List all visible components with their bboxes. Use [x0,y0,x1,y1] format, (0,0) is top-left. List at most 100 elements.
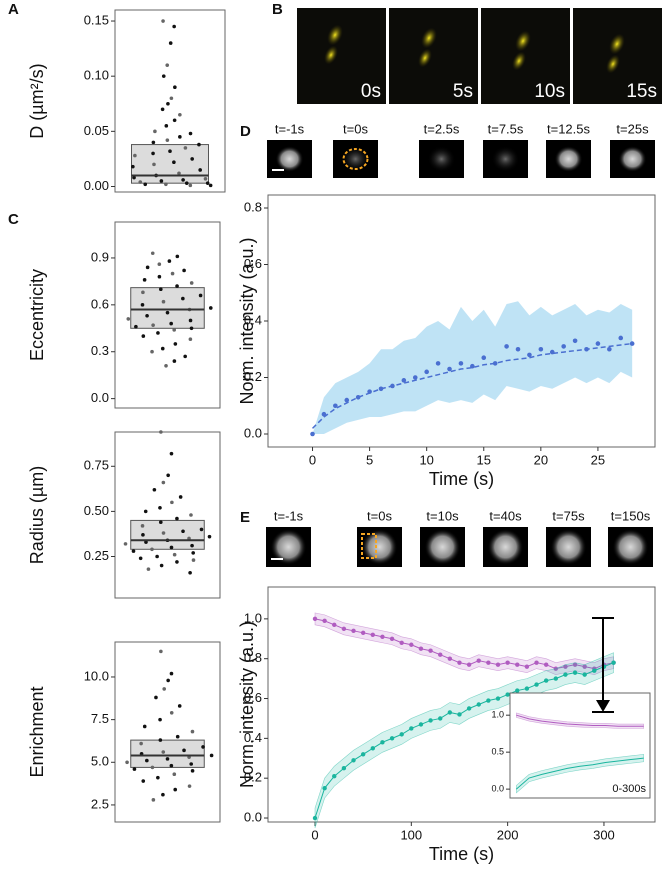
data-point [189,326,194,331]
y-tick-label: 0.9 [91,249,109,264]
data-point [166,678,170,683]
y-tick-label: 10.0 [84,668,109,683]
data-point [165,138,170,142]
data-point [150,349,154,354]
data-point [370,746,375,751]
data-point [177,704,182,708]
data-point [161,480,166,485]
data-point [132,767,137,771]
data-point [543,662,549,667]
data-point [175,284,179,288]
data-point [447,656,453,661]
data-point [549,349,555,355]
data-point [572,662,578,667]
data-point [370,632,375,637]
data-point [524,686,530,691]
spot [609,33,625,55]
y-tick-label: 0.5 [491,747,504,757]
data-point [150,765,155,770]
panel-label: E [240,509,250,526]
plot-frame [114,641,221,823]
data-point [159,563,164,568]
y-tick-label: 0.8 [244,650,262,665]
data-point [563,672,568,677]
y-tick-label: 0.6 [244,256,262,271]
time-label: t=0s [367,508,392,523]
data-point [447,366,452,372]
data-point [170,500,174,505]
data-point [310,431,315,437]
data-point [184,181,189,185]
data-point [158,738,163,742]
data-point [178,135,182,139]
box [130,287,205,329]
cell [618,146,647,172]
data-point [173,85,177,90]
data-point [367,389,372,394]
data-point [205,181,210,185]
y-axis-label: Eccentricity [27,269,47,361]
time-label: t=-1s [275,121,305,136]
image-frame [389,8,478,104]
y-tick-label: 0.8 [244,199,262,214]
data-point [172,359,177,363]
data-point [188,318,193,323]
data-point [146,567,151,571]
x-axis-label: Time (s) [429,469,494,489]
panel-label: D [240,123,251,140]
time-label: 0s [361,81,381,102]
x-tick-label: 0 [309,452,316,467]
data-point [178,495,183,499]
y-tick-label: 0.4 [244,730,262,745]
y-tick-label: 7.5 [91,711,109,726]
panel-label: A [8,1,19,18]
data-point [457,712,462,717]
data-point [169,321,173,326]
data-point [164,363,168,368]
data-point [134,324,138,329]
data-point [190,769,195,773]
data-point [524,664,530,669]
data-point [534,660,539,665]
data-point [177,171,181,176]
data-point [151,140,156,145]
data-point [167,259,172,263]
data-point [380,634,385,639]
data-point [151,323,155,327]
data-point [168,149,172,153]
data-point [198,168,202,172]
y-tick-label: 0.0 [91,390,109,405]
data-point [189,513,193,517]
data-point [607,346,612,352]
data-point [188,183,193,188]
data-point [424,369,429,375]
y-tick-label: 0.6 [91,296,109,311]
data-point [538,346,544,352]
data-point [333,403,338,409]
data-point [183,146,188,150]
error-band [516,754,644,794]
data-point [160,346,165,351]
data-point [150,251,155,256]
data-point [409,642,414,647]
data-point [438,716,443,721]
data-point [158,287,163,292]
data-point [189,281,194,285]
data-point [428,648,433,653]
spot [606,54,620,74]
data-point [399,640,404,645]
error-band [314,652,614,829]
data-point [188,131,193,136]
data-point [399,732,404,737]
y-tick-label: 0.4 [244,312,262,327]
data-point [553,676,558,681]
data-point [595,341,601,346]
data-point [515,688,520,693]
cell [275,146,304,172]
data-point [188,570,192,575]
data-point [466,662,472,667]
data-point [133,153,137,158]
data-point [611,660,616,665]
data-point [447,710,453,715]
data-point [360,752,366,757]
